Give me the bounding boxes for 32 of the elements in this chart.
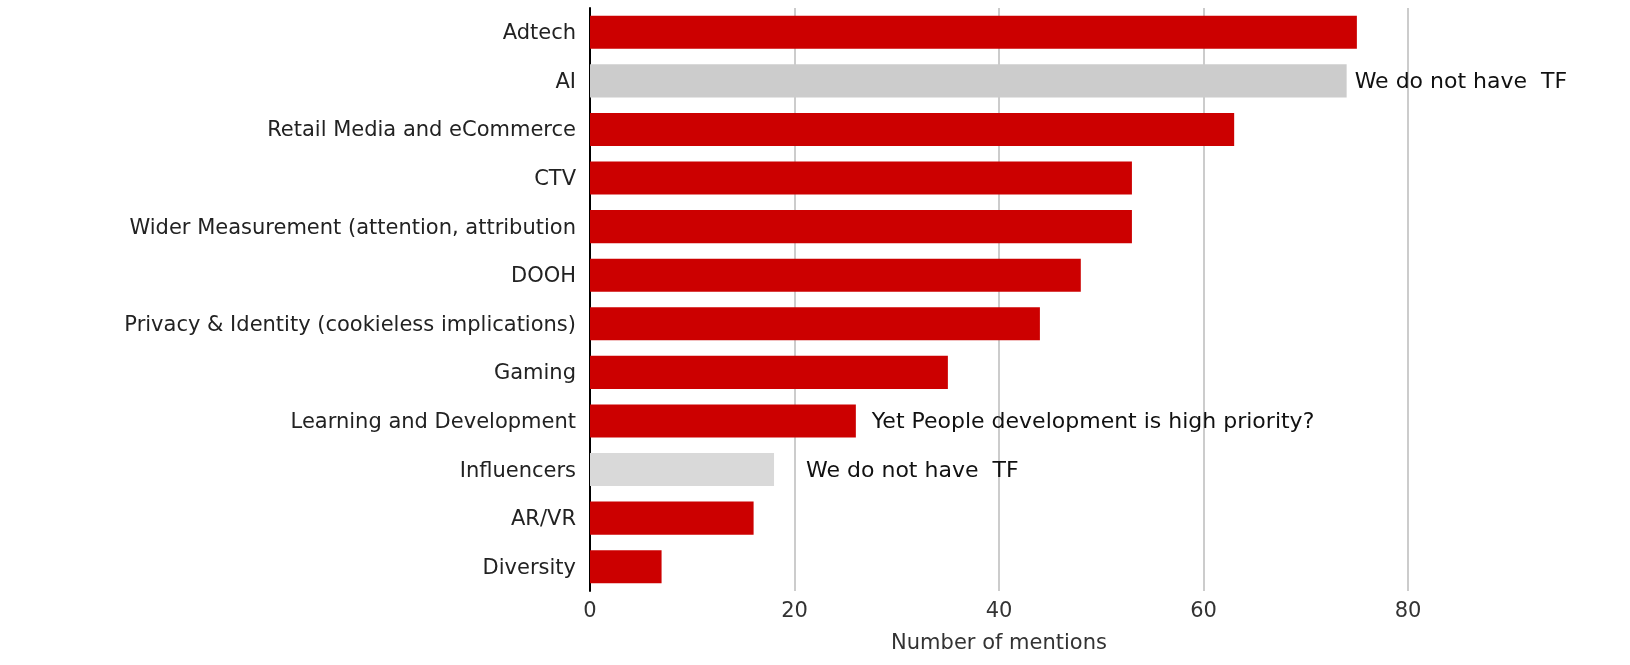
annotation: Yet People development is high priority? [870,408,1315,434]
bar [590,210,1132,244]
annotation: We do not have TF [1354,68,1568,94]
y-tick-label: CTV [534,166,577,191]
bar [590,161,1132,195]
y-tick-label: Learning and Development [290,408,576,433]
y-tick-label: Wider Measurement (attention, attribution [129,214,576,239]
y-tick-label: Retail Media and eCommerce [267,117,576,142]
x-tick-label: 80 [1394,597,1422,622]
y-tick-label: Privacy & Identity (cookieless implications) [124,311,576,336]
bar [590,15,1357,49]
annotation: We do not have TF [806,457,1019,483]
y-tick-label: Gaming [493,360,576,385]
y-tick-label: Adtech [502,20,576,45]
y-tick-label: AI [555,68,576,93]
y-tick-label: Influencers [459,457,576,482]
x-tick-label: 60 [1190,597,1217,622]
bar [590,307,1040,341]
bar [590,258,1081,292]
x-tick-label: 20 [781,597,808,622]
x-tick-label: 0 [583,597,597,622]
y-tick-label: Diversity [482,554,576,579]
y-tick-label: DOOH [510,263,576,288]
bar [590,112,1235,146]
bar [590,501,754,535]
x-axis-title: Number of mentions [891,629,1107,654]
bar [590,550,662,584]
bar [590,404,856,438]
x-tick-label: 40 [985,597,1013,622]
bar [590,355,948,389]
y-tick-label: AR/VR [511,506,576,531]
bar [590,453,775,487]
